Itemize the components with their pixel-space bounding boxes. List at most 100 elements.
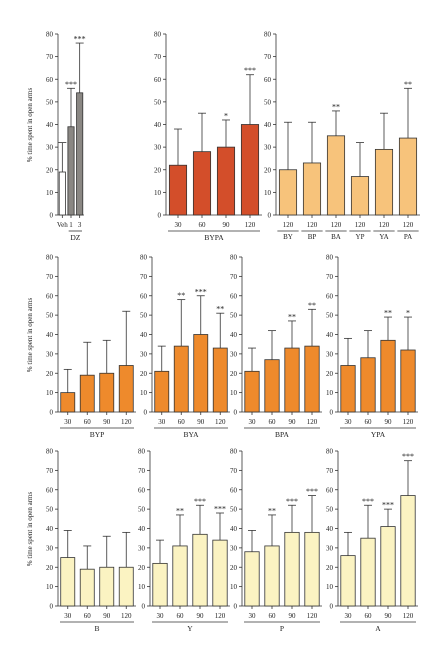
y-tick-label: 40 [140,331,148,339]
y-tick-label: 70 [140,273,148,281]
significance-label: ** [216,305,224,314]
bar [172,545,188,607]
bar [304,531,320,607]
x-tick-label: 60 [199,221,207,229]
y-tick-label: 50 [46,98,54,106]
y-tick-label: 40 [138,525,146,533]
bar [278,169,298,216]
y-tick-label: 30 [264,144,272,152]
x-tick-label: 120 [307,418,318,426]
bar [360,537,376,607]
y-tick-label: 60 [264,76,272,84]
y-tick-label: 10 [46,189,54,197]
bar [168,164,188,216]
y-tick-label: 20 [230,370,238,378]
x-tick-label: 120 [403,418,414,426]
y-tick-label: 10 [46,583,54,591]
bar [154,370,170,413]
y-tick-label: 60 [326,486,334,494]
significance-label: ** [308,301,316,310]
bar [360,357,376,413]
bar [380,339,396,413]
significance-label: *** [194,497,206,506]
bar [118,566,134,607]
y-tick-label: 70 [264,53,272,61]
y-tick-label: 40 [154,121,162,129]
x-tick-label: 60 [84,418,92,426]
significance-label: *** [195,287,207,296]
chart-panel-row2-c: 0 10 20 30 40 50 60 70 80 30 60 ** 90 ** 120 BPA [230,254,322,439]
significance-label: *** [402,452,414,461]
x-tick-label: 90 [223,221,231,229]
x-tick-label: 120 [379,221,390,229]
x-tick-label: 30 [345,418,353,426]
x-tick-label: 120 [121,418,132,426]
group-label: YP [356,233,365,241]
y-tick-label: 80 [230,254,238,262]
y-tick-label: 60 [46,486,54,494]
y-tick-label: 80 [230,448,238,456]
y-tick-label: 0 [330,603,334,611]
y-tick-label: 40 [46,525,54,533]
x-tick-label: 120 [331,221,342,229]
group-label: BA [331,233,341,241]
y-tick-label: 10 [154,189,162,197]
y-tick-label: 20 [264,166,272,174]
x-tick-label: 60 [269,612,277,620]
bar [244,551,260,607]
y-tick-label: 10 [326,389,334,397]
significance-label: *** [65,80,77,89]
x-tick-label: 90 [103,612,111,620]
significance-label: *** [286,497,298,506]
bar [302,162,322,216]
y-tick-label: 30 [140,350,148,358]
y-tick-label: 20 [46,370,54,378]
y-tick-label: 60 [46,292,54,300]
x-tick-label: 90 [197,418,205,426]
x-tick-label: 120 [121,612,132,620]
y-tick-label: 40 [230,331,238,339]
y-tick-label: 70 [46,273,54,281]
y-tick-label: 10 [230,583,238,591]
x-tick-label: 120 [307,221,318,229]
bar [118,365,134,413]
significance-label: ** [332,102,340,111]
significance-label: ** [177,291,185,300]
y-tick-label: 60 [326,292,334,300]
y-tick-label: 40 [326,331,334,339]
chart-panel-row3-b: 0 10 20 30 40 50 60 70 80 30 ** 60 *** 90 *** 120 Y [138,448,230,633]
y-axis-label: % time spent in open arms [26,298,34,373]
y-tick-label: 60 [230,292,238,300]
significance-label: *** [382,501,394,510]
bar [99,372,115,413]
group-label: BPA [275,430,289,439]
y-tick-label: 30 [230,544,238,552]
y-tick-label: 70 [326,273,334,281]
bar [212,347,228,413]
y-tick-label: 0 [158,212,162,220]
y-tick-label: 30 [138,544,146,552]
bar [192,533,208,607]
bar [79,568,95,607]
y-tick-label: 40 [264,121,272,129]
group-label: BYPA [204,233,224,242]
y-tick-label: 80 [46,254,54,262]
y-tick-label: 70 [154,53,162,61]
x-tick-label: 90 [103,418,111,426]
bar [152,562,168,607]
bar [79,374,95,413]
y-tick-label: 30 [46,544,54,552]
y-tick-label: 30 [46,144,54,152]
x-tick-label: 30 [64,418,72,426]
y-tick-label: 20 [46,564,54,572]
y-tick-label: 50 [154,98,162,106]
x-tick-label: Veh [57,221,68,229]
y-tick-label: 40 [326,525,334,533]
x-tick-label: 90 [385,612,393,620]
chart-panel-row2-a: 0 10 20 30 40 50 60 70 80 % time spent in open ar… [26,254,136,439]
bar [192,151,212,216]
y-tick-label: 20 [326,564,334,572]
bar [400,349,416,413]
x-tick-label: 90 [289,418,297,426]
y-tick-label: 30 [326,350,334,358]
